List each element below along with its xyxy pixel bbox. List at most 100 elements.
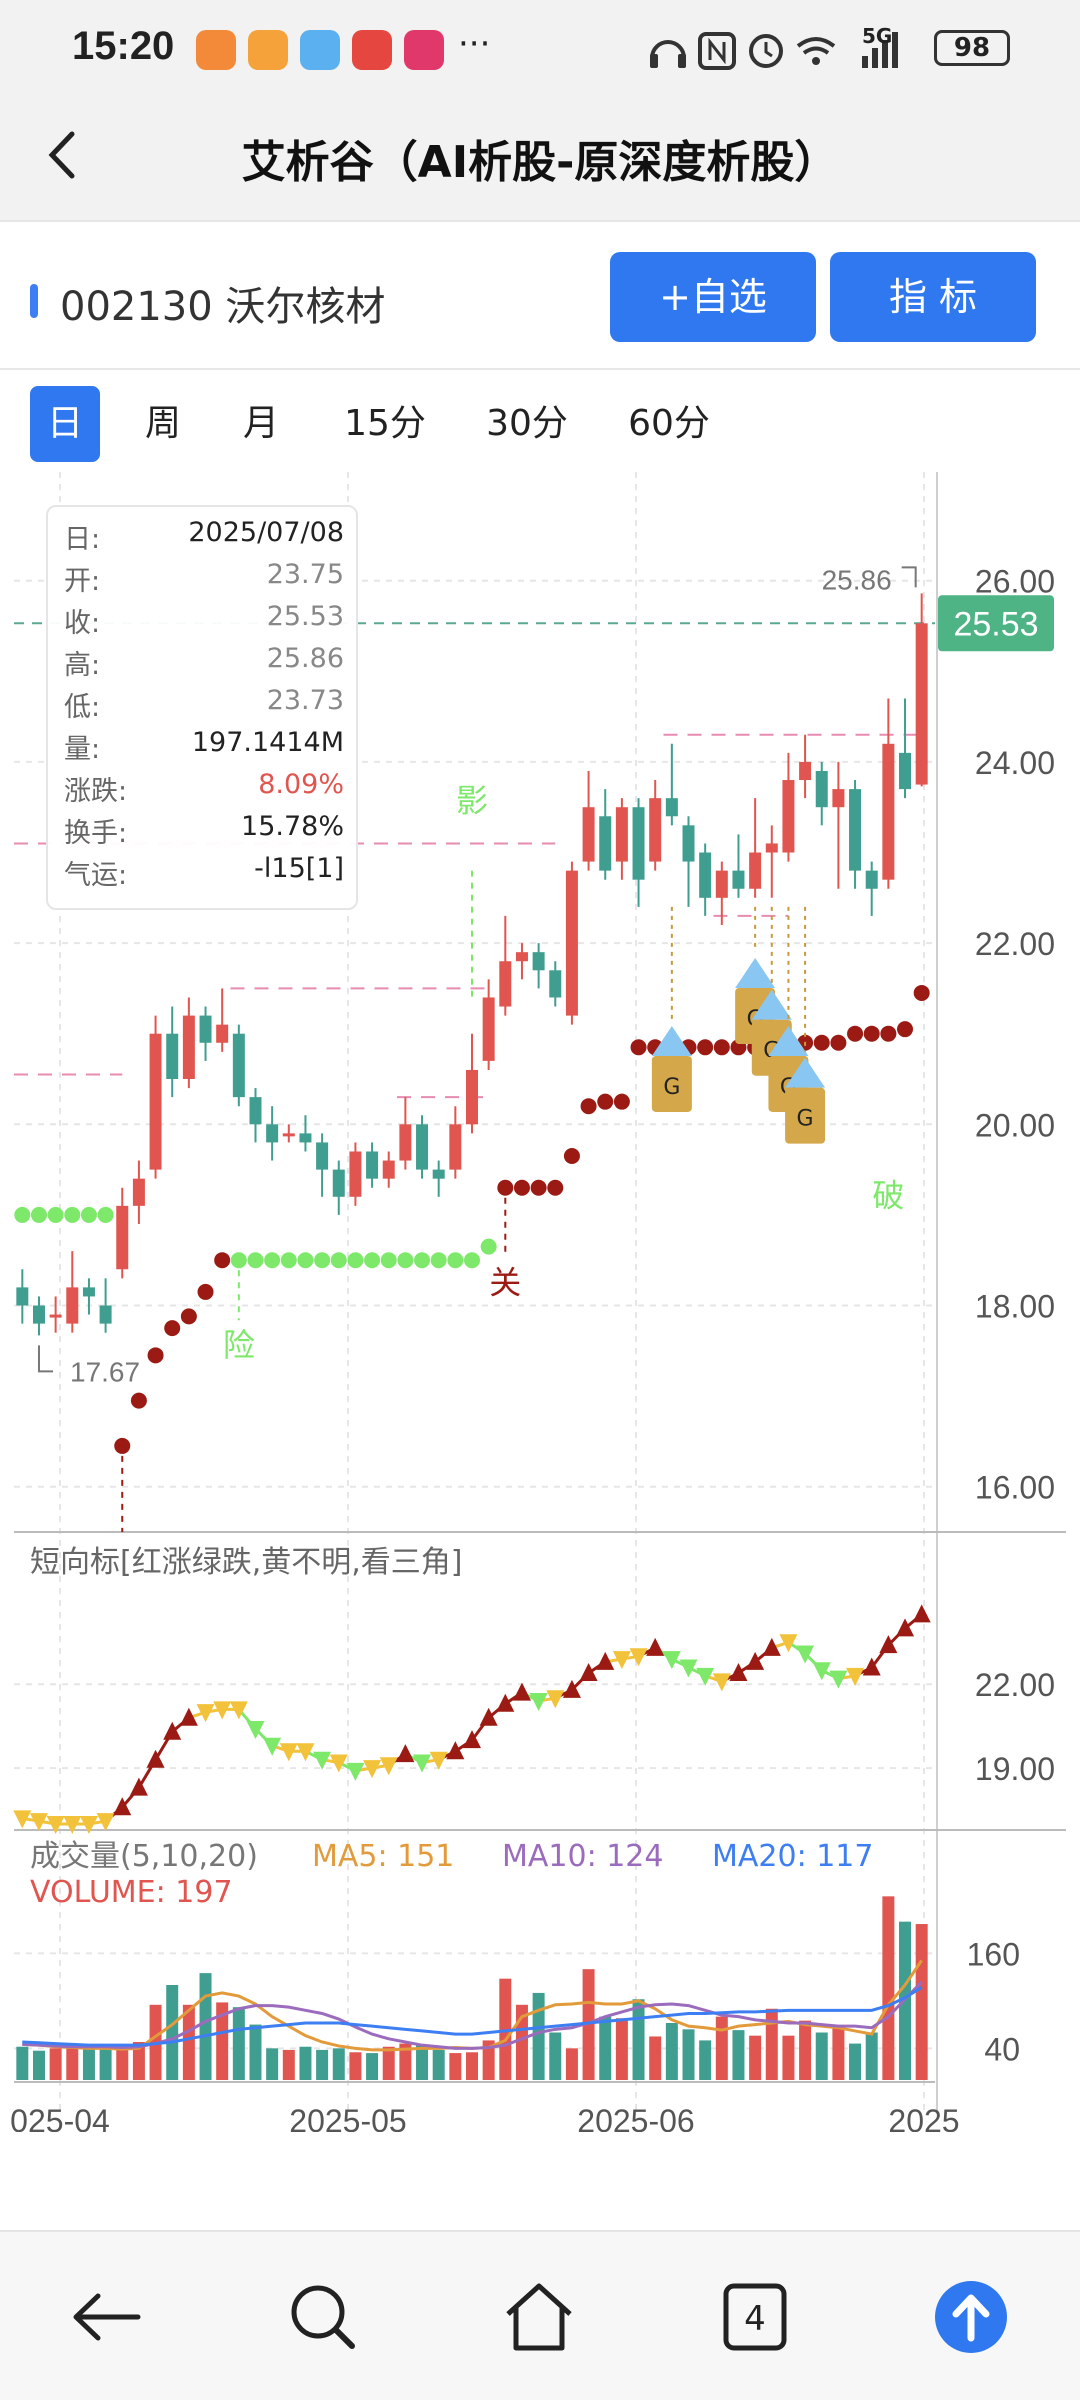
indicator-triangle [712, 1673, 731, 1692]
info-value-date: 2025/07/08 [188, 517, 344, 548]
volume-bar [416, 2045, 429, 2080]
ma10-label: MA10: 124 [502, 1839, 663, 1874]
back-arrow-icon[interactable] [30, 120, 100, 190]
tab-week[interactable]: 周 [144, 403, 181, 444]
indicator-triangle [113, 1797, 132, 1816]
price-tick-label: 18.00 [975, 1289, 1055, 1325]
candle-body [632, 807, 645, 880]
annotation-label: 破 [872, 1176, 904, 1214]
indicator-triangle [912, 1604, 931, 1623]
tabs-count-icon[interactable]: 4 [710, 2272, 800, 2362]
ohlc-info-panel: 日: 2025/07/08 开: 23.75 收: 25.53 高: 25.86 低: 2… [46, 505, 358, 910]
stock-marker [30, 284, 38, 318]
indicator-triangle [862, 1657, 881, 1676]
candle-body [815, 770, 828, 808]
add-watchlist-button[interactable]: +自选 [610, 252, 816, 342]
tab-day[interactable]: 日 [30, 386, 100, 462]
info-label-date: 日: [64, 524, 101, 555]
volume-bar [482, 2040, 495, 2080]
candle-body [49, 1314, 62, 1318]
indicator-triangle [329, 1754, 348, 1773]
candle-body [199, 1015, 212, 1043]
volume-bar [332, 2048, 345, 2080]
indicator-triangle [596, 1651, 615, 1670]
stock-code-name: 002130 沃尔核材 [60, 284, 386, 330]
trend-dot [513, 1179, 530, 1196]
trend-dot [147, 1347, 164, 1364]
tab-month[interactable]: 月 [242, 403, 279, 444]
trend-dot [530, 1179, 547, 1196]
support-dot [430, 1252, 447, 1269]
trend-dot [697, 1039, 714, 1056]
candle-body [782, 780, 795, 853]
support-dot [280, 1252, 297, 1269]
volume-bar [366, 2053, 379, 2080]
support-dot [247, 1252, 264, 1269]
indicator-title: 短向标[红涨绿跌,黄不明,看三角] [30, 1545, 462, 1580]
indicator-triangle [446, 1741, 465, 1760]
volume-bar [782, 2035, 795, 2080]
support-dot [347, 1252, 364, 1269]
home-icon[interactable] [494, 2272, 584, 2362]
support-dot [447, 1252, 464, 1269]
volume-bar [699, 2040, 712, 2080]
candle-body [699, 852, 712, 898]
trend-dot [130, 1392, 147, 1409]
candle-body [499, 961, 512, 1007]
trend-dot [847, 1025, 864, 1042]
indicator-triangle [662, 1651, 681, 1670]
volume-bar [749, 2035, 762, 2080]
candle-body [899, 752, 912, 790]
volume-bar [632, 1999, 645, 2080]
indicator-triangle [213, 1701, 232, 1720]
trend-dot [880, 1025, 897, 1042]
scroll-top-icon[interactable] [926, 2272, 1016, 2362]
candle-body [232, 1033, 245, 1098]
candle-body [266, 1124, 279, 1143]
trend-dot [114, 1437, 131, 1454]
back-arrow-icon[interactable] [62, 2272, 152, 2362]
volume-bar [532, 1992, 545, 2080]
g-marker-arrow [651, 1025, 692, 1056]
indicator-triangle [562, 1679, 581, 1698]
g-marker-label: G [663, 1075, 680, 1100]
g-marker-arrow [751, 989, 792, 1020]
weather-icon [300, 30, 340, 70]
indicator-triangle [63, 1815, 82, 1834]
volume-bar [66, 2046, 79, 2080]
volume-bar [449, 2053, 462, 2080]
volume-bar [282, 2049, 295, 2080]
indicator-triangle [729, 1663, 748, 1682]
date-tick-label: 025-04 [10, 2103, 110, 2132]
volume-bar [599, 2016, 612, 2080]
info-label-change: 涨跌: [64, 776, 128, 807]
indicator-triangle [229, 1701, 248, 1720]
candle-body [149, 1033, 162, 1170]
indicator-triangle [879, 1635, 898, 1654]
candle-body [849, 789, 862, 871]
date-tick-label: 2025-05 [289, 2103, 406, 2132]
volume-bar [316, 2049, 329, 2080]
stock-header: 002130 沃尔核材 +自选 指 标 [0, 222, 1080, 370]
candle-body [749, 852, 762, 889]
volume-label: VOLUME: 197 [30, 1875, 233, 1910]
volume-bar [299, 2046, 312, 2080]
candle-body [449, 1124, 462, 1170]
candle-body [32, 1305, 45, 1324]
info-label-low: 低: [64, 692, 101, 723]
indicator-triangle [179, 1707, 198, 1726]
search-icon[interactable] [278, 2272, 368, 2362]
page-title: 艾析谷（AI析股-原深度析股） [241, 137, 839, 188]
support-dot [297, 1252, 314, 1269]
volume-bar [232, 2007, 245, 2080]
volume-bar [649, 2036, 662, 2080]
indicator-button[interactable]: 指 标 [830, 252, 1036, 342]
support-dot [64, 1206, 81, 1223]
stock-chart[interactable]: 26.00 24.00 22.00 20.00 18.00 16.00 25.53 25.86… [0, 472, 1080, 2132]
volume-bar [399, 2043, 412, 2080]
volume-bar [665, 2023, 678, 2080]
indicator-triangle [529, 1693, 548, 1711]
tab-30min[interactable]: 30分 [486, 403, 568, 444]
tab-15min[interactable]: 15分 [344, 403, 426, 444]
tab-60min[interactable]: 60分 [628, 403, 710, 444]
